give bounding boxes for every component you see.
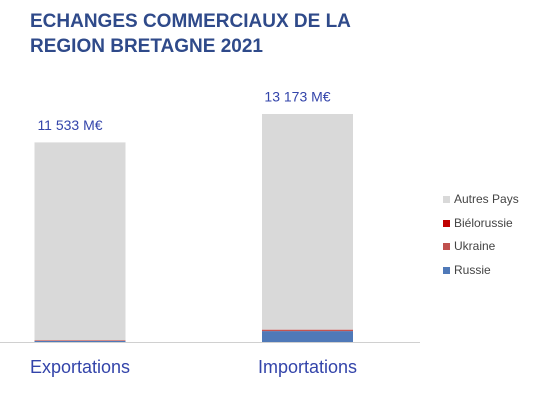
chart-title: ECHANGES COMMERCIAUX DE LA	[30, 11, 351, 32]
legend-swatch	[443, 243, 450, 250]
legend-swatch	[443, 220, 450, 227]
x-tick-label: Importations	[258, 357, 357, 377]
x-tick-label: Exportations	[30, 357, 130, 377]
total-label: 11 533 M€	[37, 117, 102, 133]
legend-label: Russie	[454, 263, 491, 277]
legend-label: Ukraine	[454, 239, 496, 253]
bar-segment	[34, 340, 126, 342]
total-label: 13 173 M€	[264, 89, 330, 105]
bar-segment	[34, 340, 126, 341]
bar-segment	[262, 114, 353, 330]
chart-title: REGION BRETAGNE 2021	[30, 36, 263, 57]
bar-segment	[34, 142, 126, 341]
legend-swatch	[443, 267, 450, 274]
legend-label: Autres Pays	[454, 192, 519, 206]
bar-segment	[262, 331, 353, 342]
legend-label: Biélorussie	[454, 216, 513, 230]
bar-segment	[262, 330, 353, 332]
legend-swatch	[443, 196, 450, 203]
